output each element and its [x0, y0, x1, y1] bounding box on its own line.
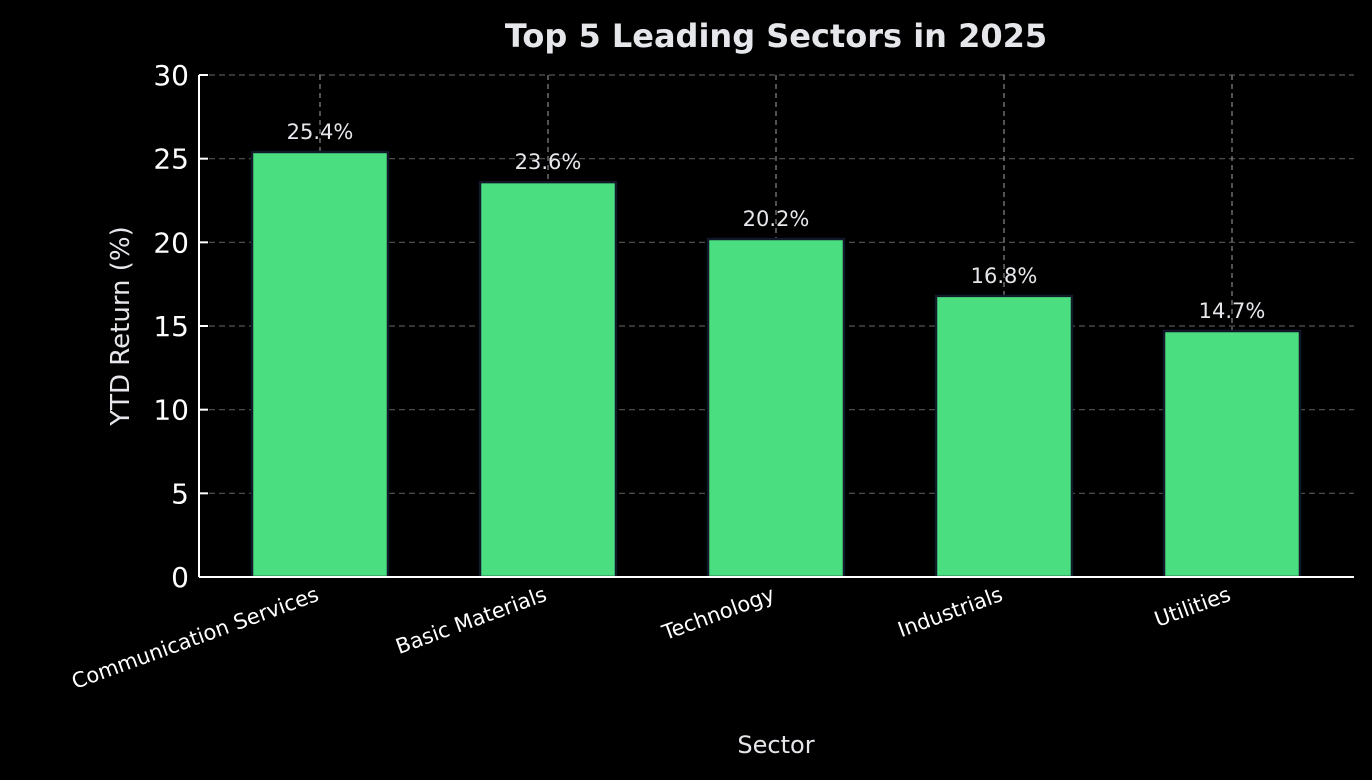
y-tick-label: 20: [153, 226, 189, 259]
data-label: 25.4%: [287, 120, 354, 144]
data-label: 14.7%: [1199, 299, 1266, 323]
x-tick-label: Communication Services: [68, 582, 321, 694]
chart-title: Top 5 Leading Sectors in 2025: [505, 17, 1047, 55]
x-tick-label: Basic Materials: [393, 582, 550, 659]
data-label: 20.2%: [743, 207, 810, 231]
bars: 25.4% 23.6% 20.2% 16.8% 14.7%: [250, 120, 1302, 579]
bar: [934, 294, 1074, 579]
x-axis-label: Sector: [737, 731, 814, 759]
y-tick-label: 5: [171, 477, 189, 510]
bar: [706, 237, 846, 579]
y-tick-label: 15: [153, 310, 189, 343]
bar: [1162, 329, 1302, 579]
x-tick-label: Utilities: [1151, 582, 1233, 632]
x-tick-label: Industrials: [895, 582, 1006, 642]
x-tick-label: Technology: [658, 582, 778, 645]
y-tick-label: 10: [153, 394, 189, 427]
y-tick-label: 25: [153, 143, 189, 176]
y-tick-label: 30: [153, 59, 189, 92]
data-label: 16.8%: [971, 264, 1038, 288]
y-tick-label: 0: [171, 561, 189, 594]
bar: [478, 180, 618, 579]
bar: [250, 150, 390, 579]
y-axis-label: YTD Return (%): [106, 226, 136, 427]
data-label: 23.6%: [515, 150, 582, 174]
